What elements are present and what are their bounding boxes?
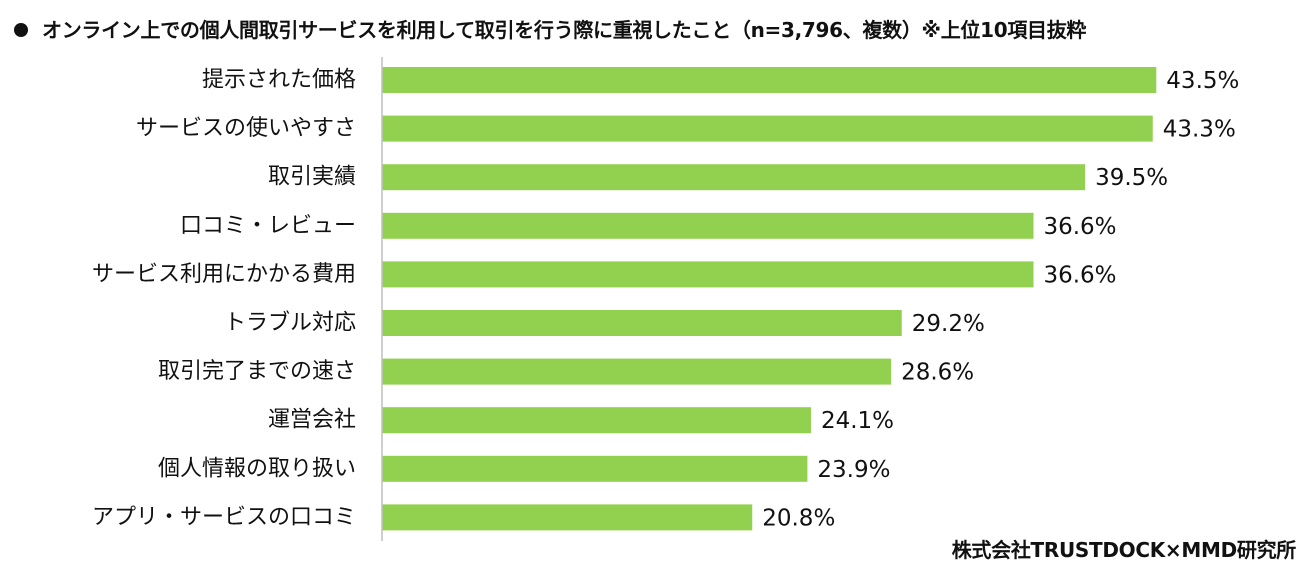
value-labels: 43.5% 43.3% 39.5% 36.6% 36.6% 29.2% 28.6% 24.1%… [762, 68, 1239, 531]
category-label: サービスの使いやすさ [136, 116, 356, 141]
value-label: 29.2% [912, 311, 985, 337]
source-credit: 株式会社TRUSTDOCK×MMD研究所 [951, 538, 1297, 562]
bar [382, 67, 1157, 93]
bars-layer [382, 67, 1157, 531]
bar [382, 310, 902, 336]
category-label: 運営会社 [268, 408, 356, 433]
value-label: 23.9% [817, 457, 890, 483]
category-label: トラブル対応 [224, 311, 356, 336]
category-label: 個人情報の取り扱い [158, 456, 356, 481]
value-label: 36.6% [1043, 262, 1116, 288]
bar [382, 164, 1086, 191]
chart-title: オンライン上での個人間取引サービスを利用して取引を行う際に重視したこと（n=3,… [14, 10, 1304, 50]
bar [382, 504, 753, 531]
bar [382, 455, 808, 482]
category-label: アプリ・サービスの口コミ [92, 505, 356, 530]
bar [382, 261, 1034, 288]
bar [382, 212, 1034, 239]
category-label: 口コミ・レビュー [180, 213, 356, 238]
value-label: 39.5% [1095, 165, 1168, 191]
value-label: 43.5% [1166, 68, 1239, 94]
category-label: 提示された価格 [202, 68, 356, 93]
value-label: 43.3% [1163, 117, 1236, 143]
category-label: サービス利用にかかる費用 [92, 262, 356, 287]
bar [382, 358, 892, 385]
value-label: 24.1% [821, 408, 894, 434]
value-label: 36.6% [1043, 214, 1116, 240]
category-label: 取引完了までの速さ [158, 359, 356, 384]
chart-title-text: オンライン上での個人間取引サービスを利用して取引を行う際に重視したこと（n=3,… [42, 18, 1087, 42]
bar [382, 115, 1153, 142]
value-label: 28.6% [901, 360, 974, 386]
bar [382, 407, 811, 434]
value-label: 20.8% [762, 505, 835, 531]
category-labels: 提示された価格サービスの使いやすさ取引実績口コミ・レビューサービス利用にかかる費… [92, 68, 356, 530]
category-label: 取引実績 [268, 165, 356, 190]
bullet-icon [14, 23, 28, 37]
